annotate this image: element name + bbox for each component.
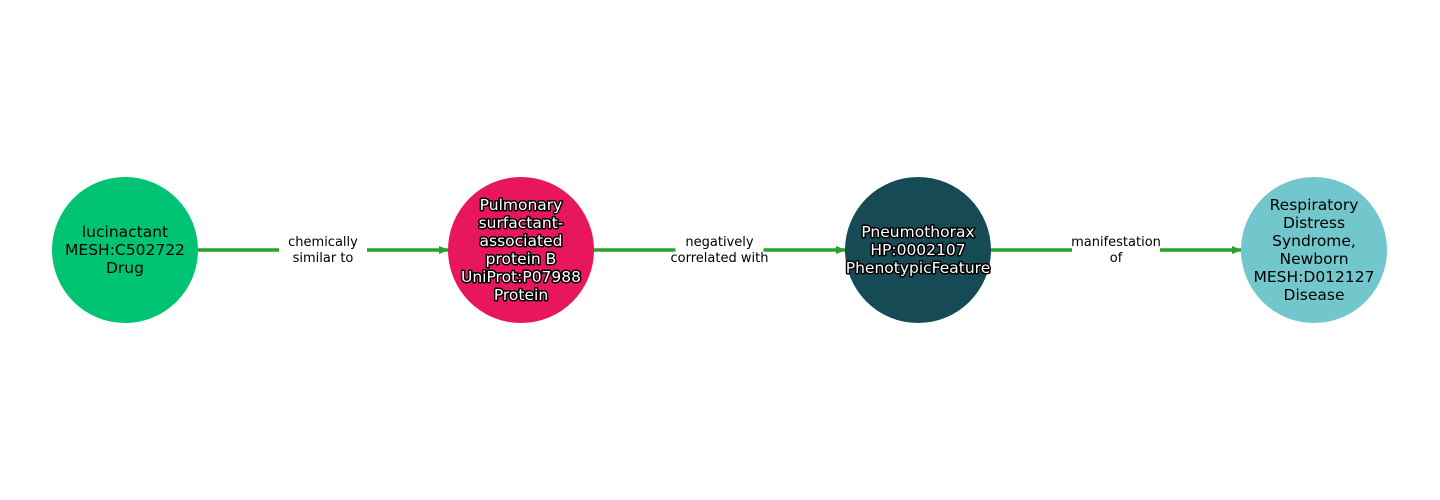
- node-circle[interactable]: [1241, 177, 1387, 323]
- node-label: Drug: [106, 259, 144, 277]
- node-label: associated: [480, 232, 563, 250]
- edge-label: correlated with: [671, 251, 769, 266]
- node-label: Disease: [1284, 286, 1345, 304]
- node-label: Pneumothorax: [861, 223, 974, 241]
- node-label: MESH:C502722: [65, 241, 185, 259]
- node-label: Pulmonary: [480, 196, 563, 214]
- node-label: PhenotypicFeature: [846, 259, 991, 277]
- edge-label: negatively: [685, 235, 753, 250]
- node-label: Respiratory: [1270, 196, 1359, 214]
- node-circle[interactable]: [845, 177, 991, 323]
- node-label: protein B: [486, 250, 557, 268]
- node-label: Distress: [1283, 214, 1345, 232]
- node-label: MESH:D012127: [1254, 268, 1375, 286]
- node-n4[interactable]: RespiratoryDistressSyndrome,NewbornMESH:…: [1241, 177, 1387, 323]
- node-label: lucinactant: [82, 223, 168, 241]
- node-label: Protein: [494, 286, 548, 304]
- node-label: Syndrome,: [1272, 232, 1356, 250]
- node-circle[interactable]: [52, 177, 198, 323]
- node-label: Newborn: [1279, 250, 1348, 268]
- edge-label: similar to: [293, 251, 354, 266]
- edge-label: chemically: [288, 235, 358, 250]
- node-label: UniProt:P07988: [461, 268, 581, 286]
- edge-label: of: [1110, 251, 1123, 266]
- edge-label: manifestation: [1071, 235, 1161, 250]
- node-label: surfactant-: [479, 214, 564, 232]
- node-label: HP:0002107: [870, 241, 965, 259]
- node-circle[interactable]: [448, 177, 594, 323]
